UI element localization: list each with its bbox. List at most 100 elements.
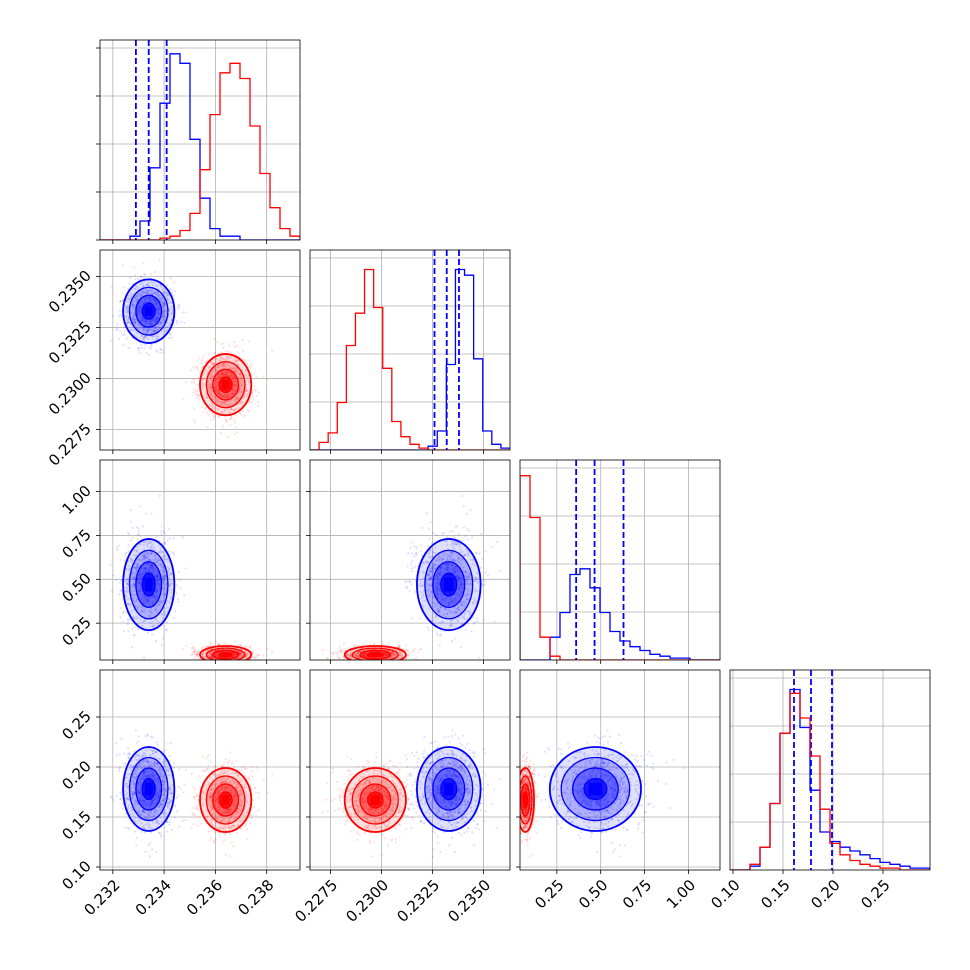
scatter-point xyxy=(155,558,158,561)
scatter-point xyxy=(235,407,238,410)
scatter-point xyxy=(150,553,153,556)
scatter-point xyxy=(149,298,152,301)
scatter-point xyxy=(131,536,134,539)
scatter-point xyxy=(239,652,242,655)
scatter-point xyxy=(211,363,214,366)
scatter-point xyxy=(231,392,234,396)
scatter-point xyxy=(216,399,219,402)
scatter-point xyxy=(153,298,156,301)
scatter-point xyxy=(143,300,146,303)
scatter-point xyxy=(216,381,219,384)
scatter-point xyxy=(243,370,247,373)
scatter-point xyxy=(240,377,243,380)
scatter-point xyxy=(245,392,249,396)
scatter-point xyxy=(262,375,265,378)
scatter-point xyxy=(209,665,211,667)
scatter-point xyxy=(228,392,231,396)
scatter-point xyxy=(121,298,125,301)
scatter-point xyxy=(234,377,237,380)
scatter-point xyxy=(244,656,247,659)
scatter-point xyxy=(210,375,213,378)
scatter-point xyxy=(149,616,152,619)
scatter-point xyxy=(142,329,146,332)
scatter-point xyxy=(139,318,142,321)
scatter-point xyxy=(157,588,160,591)
scatter-point xyxy=(149,319,152,322)
scatter-point xyxy=(133,577,137,580)
scatter-point xyxy=(135,285,138,288)
scatter-point xyxy=(247,666,249,668)
scatter-point xyxy=(168,528,171,531)
scatter-point xyxy=(140,320,143,324)
scatter-point xyxy=(229,423,232,426)
scatter-point xyxy=(136,578,139,581)
scatter-point xyxy=(342,643,346,646)
scatter-point xyxy=(158,323,162,326)
scatter-point xyxy=(135,297,138,300)
scatter-point xyxy=(136,627,140,631)
scatter-point xyxy=(219,372,222,375)
scatter-point xyxy=(234,383,237,386)
scatter-point xyxy=(228,418,232,421)
scatter-point xyxy=(153,559,156,562)
scatter-point xyxy=(141,610,144,613)
scatter-point xyxy=(140,316,144,320)
scatter-point xyxy=(149,347,152,350)
scatter-point xyxy=(257,647,260,650)
scatter-point xyxy=(137,323,140,326)
scatter-point xyxy=(195,650,198,654)
scatter-point xyxy=(223,409,226,412)
scatter-point xyxy=(125,581,129,585)
scatter-point xyxy=(225,396,229,399)
scatter-point xyxy=(175,319,179,323)
scatter-point xyxy=(127,320,130,323)
scatter-point xyxy=(140,573,143,576)
scatter-point xyxy=(241,382,244,385)
scatter-point xyxy=(445,565,448,568)
scatter-point xyxy=(230,665,232,667)
scatter-point xyxy=(144,571,148,574)
scatter-point xyxy=(157,603,160,606)
scatter-point xyxy=(226,663,228,665)
scatter-point xyxy=(225,661,227,663)
scatter-point xyxy=(217,391,220,394)
scatter-point xyxy=(142,301,145,304)
scatter-point xyxy=(190,381,193,384)
scatter-point xyxy=(162,570,165,573)
scatter-point xyxy=(161,587,164,590)
scatter-point xyxy=(147,353,150,357)
scatter-point xyxy=(156,323,159,326)
scatter-point xyxy=(242,386,245,390)
scatter-point xyxy=(134,571,138,574)
scatter-point xyxy=(151,322,154,325)
scatter-point xyxy=(251,651,254,654)
scatter-point xyxy=(232,408,235,412)
scatter-point xyxy=(131,302,134,305)
scatter-point xyxy=(155,308,158,311)
scatter-point xyxy=(460,579,463,582)
scatter-point xyxy=(142,555,146,558)
scatter-point xyxy=(455,575,458,578)
scatter-point xyxy=(147,289,150,292)
scatter-point xyxy=(143,298,146,301)
scatter-point xyxy=(140,335,144,338)
scatter-point xyxy=(143,553,146,557)
scatter-point xyxy=(218,359,221,362)
scatter-point xyxy=(158,585,161,588)
scatter-point xyxy=(157,294,161,298)
scatter-point xyxy=(131,559,135,562)
scatter-point xyxy=(224,393,227,396)
scatter-point xyxy=(245,376,248,379)
scatter-point xyxy=(232,653,235,656)
scatter-point xyxy=(126,297,129,300)
scatter-point xyxy=(209,642,212,645)
scatter-point xyxy=(410,559,413,563)
scatter-point xyxy=(139,294,142,297)
scatter-point xyxy=(172,553,175,557)
scatter-point xyxy=(153,548,156,552)
scatter-point xyxy=(232,654,235,657)
scatter-point xyxy=(191,652,194,656)
scatter-point xyxy=(233,651,236,655)
scatter-point xyxy=(165,621,169,624)
scatter-point xyxy=(141,624,144,628)
